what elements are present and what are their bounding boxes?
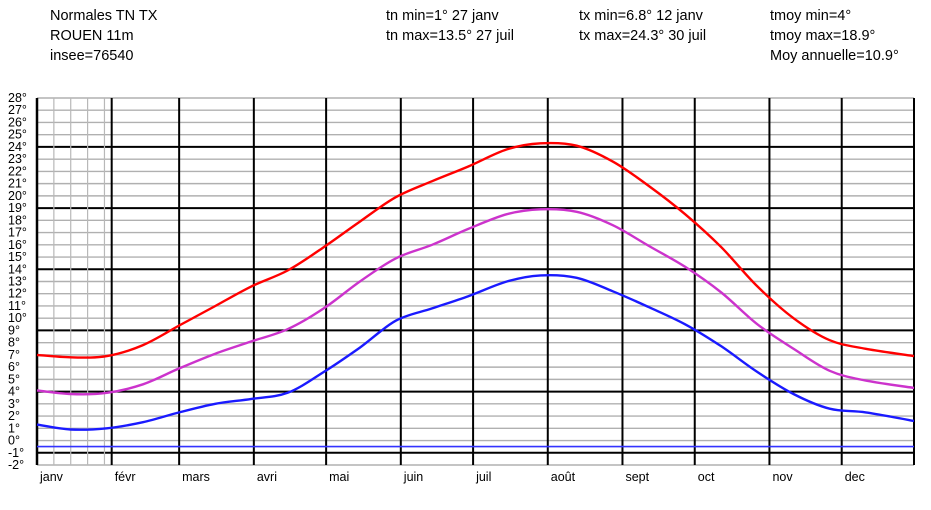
y-tick-label: 21°: [8, 177, 27, 191]
series-line-3: [36, 273, 915, 431]
y-tick-label: 15°: [8, 250, 27, 264]
y-tick-label: 1°: [8, 421, 20, 435]
header-tmoy-stats: tmoy min=4° tmoy max=18.9° Moy annuelle=…: [770, 6, 899, 66]
station-name: ROUEN 11m: [50, 28, 134, 44]
y-tick-label: 24°: [8, 140, 27, 154]
series-line-1: [36, 141, 915, 359]
y-tick-label: 17°: [8, 226, 27, 240]
annual-mean-stat: Moy annuelle=10.9°: [770, 48, 899, 64]
y-tick-label: 13°: [8, 275, 27, 289]
tx-min-stat: tx min=6.8° 12 janv: [579, 8, 703, 24]
tn-max-stat: tn max=13.5° 27 juil: [386, 28, 514, 44]
y-tick-label: 10°: [8, 311, 27, 325]
y-tick-label: 26°: [8, 115, 27, 129]
x-tick-label: janv: [39, 470, 64, 484]
tmoy-max-stat: tmoy max=18.9°: [770, 28, 876, 44]
y-tick-label: 18°: [8, 213, 27, 227]
x-tick-label: sept: [625, 470, 649, 484]
y-tick-label: -1°: [8, 446, 24, 460]
y-tick-label: 28°: [8, 91, 27, 105]
y-tick-label: 4°: [8, 385, 20, 399]
tx-max-stat: tx max=24.3° 30 juil: [579, 28, 707, 44]
y-tick-label: 25°: [8, 128, 27, 142]
tn-min-stat: tn min=1° 27 janv: [386, 8, 499, 24]
y-tick-label: 20°: [8, 189, 27, 203]
y-tick-label: 0°: [8, 434, 20, 448]
x-tick-label: mai: [329, 470, 349, 484]
y-tick-label: 22°: [8, 164, 27, 178]
x-tick-label: juin: [403, 470, 424, 484]
y-tick-label: 2°: [8, 409, 20, 423]
x-tick-label: nov: [772, 470, 793, 484]
y-tick-label: 27°: [8, 103, 27, 117]
x-tick-label: mars: [182, 470, 210, 484]
y-tick-label: 16°: [8, 238, 27, 252]
y-tick-label: 7°: [8, 348, 20, 362]
tmoy-min-stat: tmoy min=4°: [770, 8, 852, 24]
x-tick-label: avri: [257, 470, 277, 484]
y-tick-label: 11°: [8, 299, 26, 313]
chart-title: Normales TN TX: [50, 8, 158, 24]
y-tick-label: 6°: [8, 360, 20, 374]
y-tick-label: 14°: [8, 262, 27, 276]
header-tn-stats: tn min=1° 27 janv tn max=13.5° 27 juil: [386, 6, 514, 46]
series-line-2: [36, 207, 915, 396]
x-tick-label: dec: [845, 470, 865, 484]
y-tick-label: 8°: [8, 336, 20, 350]
x-tick-label: févr: [115, 470, 136, 484]
x-tick-label: juil: [475, 470, 491, 484]
y-tick-label: 19°: [8, 201, 27, 215]
x-tick-label: août: [551, 470, 576, 484]
y-tick-label: -2°: [8, 458, 24, 472]
y-tick-label: 3°: [8, 397, 20, 411]
y-tick-label: 5°: [8, 372, 20, 386]
insee-code: insee=76540: [50, 48, 134, 64]
header-tx-stats: tx min=6.8° 12 janv tx max=24.3° 30 juil: [579, 6, 706, 46]
x-tick-label: oct: [698, 470, 715, 484]
y-tick-label: 23°: [8, 152, 27, 166]
y-tick-label: 12°: [8, 287, 27, 301]
header-station-info: Normales TN TX ROUEN 11m insee=76540: [50, 6, 157, 66]
y-tick-label: 9°: [8, 323, 20, 337]
